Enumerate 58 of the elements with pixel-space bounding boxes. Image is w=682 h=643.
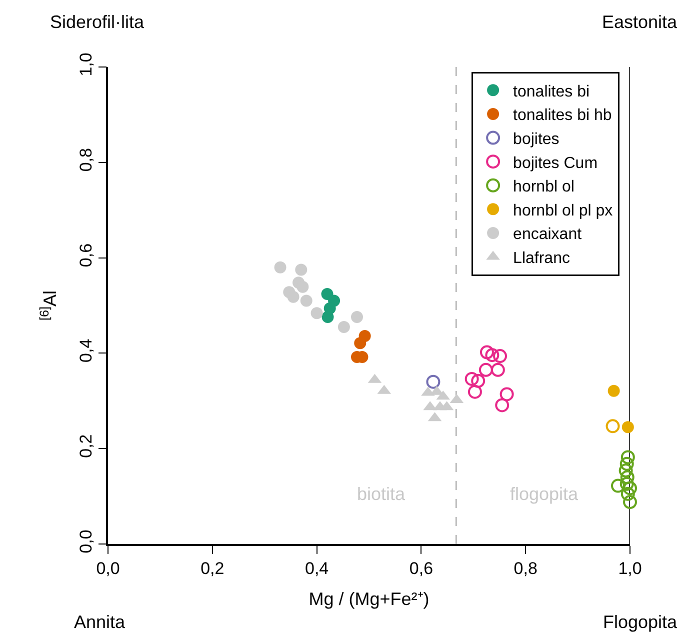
legend-label: encaixant bbox=[513, 226, 582, 244]
x-axis-title: Mg / (Mg+Fe²⁺) bbox=[308, 588, 430, 609]
point bbox=[606, 419, 620, 434]
point bbox=[478, 362, 493, 377]
x-tick-label: 0,4 bbox=[304, 559, 329, 578]
point bbox=[295, 264, 308, 276]
point bbox=[620, 476, 634, 491]
legend-label: tonalites bi hb bbox=[513, 107, 612, 124]
legend-label: hornbl ol bbox=[513, 178, 574, 196]
point bbox=[464, 372, 479, 386]
y-tick-label: 0,6 bbox=[76, 243, 96, 268]
point bbox=[274, 261, 286, 274]
point bbox=[500, 387, 514, 402]
y-tick-label: 0,0 bbox=[76, 530, 96, 554]
point bbox=[350, 310, 363, 323]
point bbox=[471, 374, 486, 388]
x-tick-label: 0,0 bbox=[96, 559, 120, 578]
text: Annita bbox=[74, 612, 126, 632]
point bbox=[620, 470, 634, 484]
point bbox=[618, 464, 633, 478]
legend-label: Llafranc bbox=[513, 250, 570, 268]
point bbox=[480, 345, 494, 360]
point bbox=[468, 384, 482, 399]
legend-label: tonalites bi bbox=[513, 83, 590, 100]
text: Eastonita bbox=[602, 12, 678, 32]
point bbox=[610, 478, 625, 493]
point bbox=[493, 349, 508, 364]
point bbox=[622, 421, 634, 434]
point bbox=[620, 456, 634, 471]
point bbox=[623, 481, 637, 496]
y-tick-label: 0,8 bbox=[76, 148, 96, 172]
point bbox=[426, 374, 440, 389]
point bbox=[620, 486, 635, 501]
point bbox=[490, 362, 505, 377]
text: Flogopita bbox=[603, 612, 678, 632]
point bbox=[623, 495, 637, 510]
y-tick-label: 0,2 bbox=[76, 434, 96, 458]
legend-label: hornbl ol pl px bbox=[513, 202, 613, 220]
x-tick-label: 0,8 bbox=[514, 559, 538, 578]
y-tick-label: 1,0 bbox=[76, 52, 96, 76]
point bbox=[338, 320, 350, 333]
point bbox=[608, 384, 620, 397]
x-tick-label: 1,0 bbox=[618, 559, 642, 578]
point bbox=[300, 294, 312, 307]
x-tick-label: 0,6 bbox=[409, 559, 434, 578]
point bbox=[324, 302, 336, 314]
x-tick-label: 0,2 bbox=[200, 559, 224, 578]
point bbox=[287, 290, 300, 303]
point bbox=[354, 337, 366, 350]
point bbox=[485, 348, 500, 362]
text: Siderofil·lita bbox=[50, 12, 146, 32]
point bbox=[495, 398, 510, 412]
y-tick-label: 0,4 bbox=[76, 338, 96, 362]
point bbox=[310, 307, 323, 320]
legend-label: bojites Cum bbox=[513, 154, 598, 172]
legend-label: bojites bbox=[513, 131, 560, 148]
point bbox=[296, 280, 309, 293]
point bbox=[620, 450, 635, 464]
